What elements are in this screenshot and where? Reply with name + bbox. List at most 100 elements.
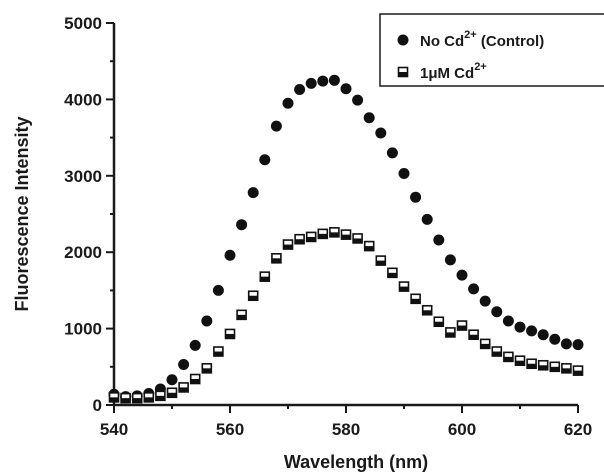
data-point: [421, 304, 433, 316]
data-point: [247, 187, 259, 199]
x-tick-label: 560: [216, 420, 244, 439]
data-point: [549, 361, 561, 373]
data-point: [282, 97, 294, 109]
data-point: [340, 229, 352, 240]
data-point: [491, 346, 503, 357]
data-point: [514, 321, 526, 333]
x-tick-label: 620: [564, 420, 592, 439]
legend-box: [379, 13, 604, 87]
data-point: [526, 358, 537, 370]
data-point: [398, 281, 410, 292]
marker-fill: [422, 310, 432, 315]
data-point: [271, 253, 282, 264]
x-tick-label: 540: [100, 420, 128, 439]
data-point: [212, 284, 224, 296]
data-point: [328, 74, 340, 86]
data-point: [259, 271, 271, 282]
marker-fill: [179, 387, 189, 392]
data-point: [201, 315, 213, 327]
marker-fill: [144, 397, 154, 402]
data-point: [224, 249, 236, 261]
marker-fill: [167, 392, 177, 398]
marker-fill: [376, 260, 386, 266]
data-point: [433, 234, 445, 246]
data-point: [560, 338, 572, 350]
data-point: [120, 392, 131, 404]
data-point: [282, 239, 294, 250]
marker-fill: [480, 343, 490, 349]
data-point: [305, 231, 317, 243]
data-point: [305, 77, 317, 89]
data-point: [224, 328, 236, 340]
data-point: [155, 390, 166, 402]
marker-fill: [399, 286, 409, 292]
data-point: [166, 387, 178, 399]
marker-fill: [515, 360, 525, 366]
data-point: [329, 227, 340, 238]
marker-fill: [155, 395, 165, 401]
data-point: [410, 191, 422, 203]
data-point: [456, 320, 468, 331]
data-point: [178, 382, 189, 393]
data-point: [502, 315, 514, 327]
data-point: [456, 269, 468, 281]
data-point: [294, 83, 306, 95]
data-point: [247, 290, 259, 302]
data-point: [572, 339, 584, 351]
marker-fill: [411, 298, 421, 304]
y-axis-title: Fluorescence Intensity: [12, 116, 32, 311]
marker-fill: [202, 368, 212, 373]
y-tick-label: 1000: [64, 320, 102, 339]
marker-fill: [364, 246, 374, 251]
data-point: [259, 154, 271, 166]
marker-fill: [573, 370, 583, 376]
data-point: [201, 363, 213, 374]
marker-fill: [329, 232, 339, 237]
marker-fill: [469, 334, 479, 340]
marker-fill: [561, 368, 571, 373]
marker-fill: [225, 333, 235, 339]
marker-fill: [353, 238, 363, 243]
marker-fill: [237, 314, 247, 320]
data-point: [143, 392, 155, 403]
data-point: [213, 346, 224, 357]
axes: 0 1000 2000 3000 4000 5000 540 560 580 600 620: [64, 14, 592, 439]
legend-marker: [397, 66, 409, 78]
marker-fill: [387, 272, 397, 278]
marker-fill: [492, 351, 502, 357]
data-point: [270, 120, 282, 132]
data-point: [410, 293, 421, 305]
marker-fill: [260, 276, 270, 282]
marker-fill: [527, 363, 537, 369]
data-point: [572, 365, 584, 376]
data-point: [468, 283, 480, 295]
data-point: [468, 329, 479, 341]
data-point: [352, 233, 363, 244]
marker-fill: [283, 244, 293, 250]
marker-fill: [457, 325, 467, 331]
x-axis-title: Wavelength (nm): [284, 452, 428, 472]
data-point: [526, 325, 538, 337]
data-point: [479, 295, 491, 307]
data-point: [340, 83, 352, 95]
data-point: [503, 351, 514, 363]
marker-fill: [503, 356, 513, 362]
data-point: [166, 374, 178, 386]
data-point: [363, 240, 375, 252]
data-point: [236, 309, 247, 321]
marker-fill: [213, 351, 223, 357]
data-point: [363, 112, 375, 124]
data-point: [178, 359, 190, 371]
data-point: [537, 329, 549, 341]
x-tick-label: 600: [448, 420, 476, 439]
legend: No Cd2+ (Control) 1μM Cd2+: [379, 13, 604, 87]
marker-fill: [271, 258, 281, 263]
y-tick-label: 2000: [64, 243, 102, 262]
data-point: [479, 338, 491, 350]
data-point: [317, 75, 329, 87]
data-point: [444, 254, 456, 266]
marker-fill: [550, 366, 560, 372]
data-point: [131, 392, 143, 404]
marker-fill: [445, 332, 455, 337]
